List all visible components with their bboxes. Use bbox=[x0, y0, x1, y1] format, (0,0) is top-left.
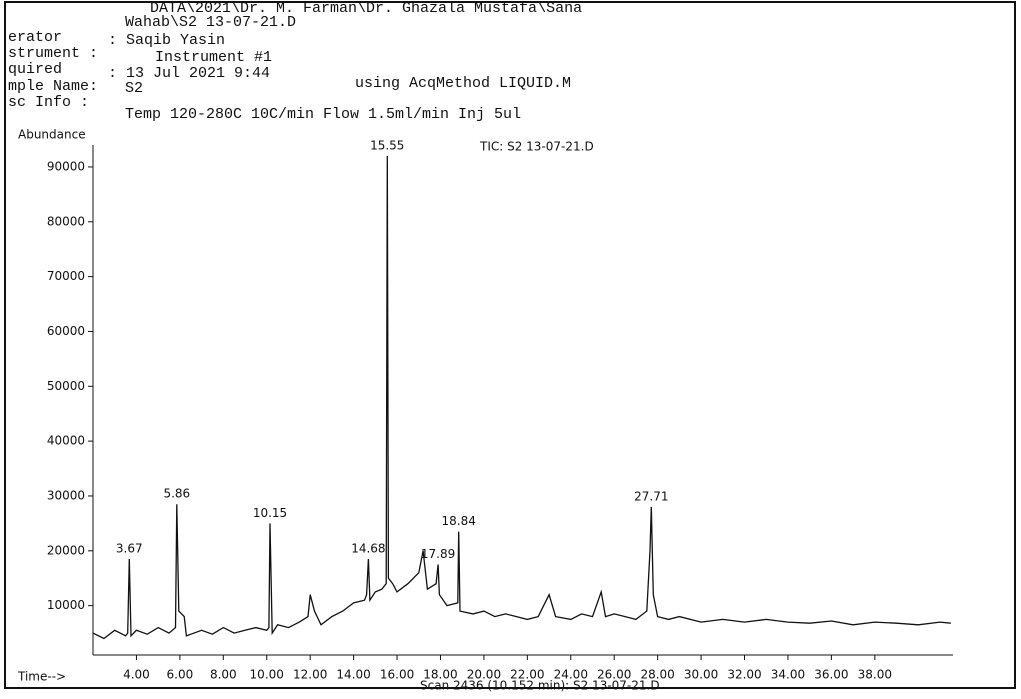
x-axis-label: Time--> bbox=[17, 670, 66, 684]
file-line: Wahab\S2 13-07-21.D bbox=[125, 14, 296, 31]
peak-label: 18.84 bbox=[442, 514, 476, 528]
peak-label: 15.55 bbox=[370, 138, 404, 152]
method: using AcqMethod LIQUID.M bbox=[355, 75, 571, 92]
x-tick-label: 12.00 bbox=[293, 668, 327, 682]
path-line: DATA\2021\Dr. M. Farman\Dr. Ghazala Must… bbox=[150, 0, 582, 17]
peak-label: 10.15 bbox=[253, 506, 287, 520]
peak-label: 27.71 bbox=[634, 489, 668, 503]
x-tick-label: 32.00 bbox=[727, 668, 761, 682]
frame bbox=[4, 1, 1016, 689]
y-axis-label: Abundance bbox=[18, 128, 86, 142]
peak-label: 17.89 bbox=[421, 547, 455, 561]
row-value: Instrument #1 bbox=[155, 49, 272, 66]
x-tick-label: 14.00 bbox=[336, 668, 370, 682]
x-tick-label: 20.00 bbox=[467, 668, 501, 682]
x-tick-label: 18.00 bbox=[423, 668, 457, 682]
x-tick-label: 4.00 bbox=[123, 668, 150, 682]
x-tick-label: 24.00 bbox=[554, 668, 588, 682]
x-tick-label: 8.00 bbox=[210, 668, 237, 682]
y-tick-label: 10000 bbox=[47, 598, 85, 612]
x-tick-label: 6.00 bbox=[167, 668, 194, 682]
y-tick-label: 20000 bbox=[47, 543, 85, 557]
row-value: Temp 120-280C 10C/min Flow 1.5ml/min Inj… bbox=[125, 106, 521, 123]
row-value: : 13 Jul 2021 9:44 bbox=[108, 65, 270, 82]
peak-label: 5.86 bbox=[163, 487, 190, 501]
footer: Scan 2436 (10.152 min): S2 13-07-21.D bbox=[420, 679, 660, 693]
y-tick-label: 70000 bbox=[47, 269, 85, 283]
y-tick-label: 90000 bbox=[47, 159, 85, 173]
x-tick-label: 22.00 bbox=[510, 668, 544, 682]
row-value: : Saqib Yasin bbox=[108, 32, 225, 49]
x-tick-label: 30.00 bbox=[684, 668, 718, 682]
x-tick-label: 34.00 bbox=[771, 668, 805, 682]
x-tick-label: 10.00 bbox=[250, 668, 284, 682]
x-tick-label: 28.00 bbox=[640, 668, 674, 682]
peak-label: 3.67 bbox=[116, 542, 143, 556]
y-tick-label: 50000 bbox=[47, 379, 85, 393]
y-tick-label: 40000 bbox=[47, 434, 85, 448]
row-label: strument : bbox=[8, 45, 98, 62]
trace-label: TIC: S2 13-07-21.D bbox=[479, 140, 594, 154]
x-tick-label: 16.00 bbox=[380, 668, 414, 682]
y-tick-label: 30000 bbox=[47, 488, 85, 502]
x-tick-label: 26.00 bbox=[597, 668, 631, 682]
x-tick-label: 36.00 bbox=[814, 668, 848, 682]
x-tick-label: 38.00 bbox=[858, 668, 892, 682]
trace bbox=[92, 155, 951, 640]
y-tick-label: 60000 bbox=[47, 324, 85, 338]
y-tick-label: 80000 bbox=[47, 214, 85, 228]
row-label: mple Name: bbox=[8, 78, 98, 95]
row-value: S2 bbox=[125, 80, 143, 97]
peak-label: 14.68 bbox=[351, 542, 385, 556]
row-label: erator bbox=[8, 29, 62, 46]
row-label: quired bbox=[8, 61, 62, 78]
row-label: sc Info : bbox=[8, 94, 89, 111]
